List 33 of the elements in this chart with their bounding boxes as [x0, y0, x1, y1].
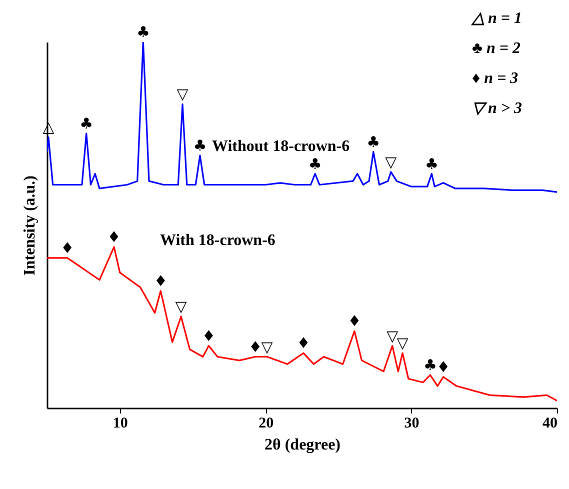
annotation: ♦ — [107, 228, 121, 246]
x-tick-label: 40 — [542, 416, 558, 432]
annotation: ♣ — [136, 23, 150, 41]
annotation: ♣ — [80, 114, 94, 132]
annotation: ♦ — [202, 326, 216, 345]
annotation: ♦ — [60, 238, 74, 257]
annotation: ♣ — [193, 136, 207, 154]
text: △ n = 1 — [470, 10, 522, 27]
annotation: ♦ — [436, 358, 450, 376]
series-label: Without 18-crown-6 — [212, 138, 350, 155]
annotation: ♣ — [424, 154, 438, 173]
text: With 18-crown-6 — [160, 232, 276, 249]
x-tick-label: 30 — [404, 416, 420, 432]
annotation: ♣ — [308, 154, 322, 173]
annotation: ▽ — [176, 85, 189, 104]
annotation: ♦ n = 3 — [472, 70, 518, 87]
annotation: ♣ n = 2 — [472, 40, 521, 57]
annotation: ♦ — [296, 334, 310, 352]
annotation: ♦ — [348, 312, 362, 330]
annotation: ▽ — [175, 298, 188, 316]
x-axis-title: 2θ (degree) — [264, 436, 341, 454]
annotation: ▽ — [386, 326, 399, 345]
x-tick-label: 20 — [258, 416, 274, 432]
y-axis-title: Intensity (a.u.) — [22, 175, 38, 276]
annotation: ▽ n > 3 — [472, 100, 522, 117]
annotation: ▽ — [396, 334, 409, 352]
annotation: ▽ — [261, 338, 274, 356]
x-tick-label: 10 — [112, 416, 128, 432]
annotation: ♦ — [154, 272, 168, 290]
annotation: ♣ — [424, 356, 437, 374]
annotation: ▽ — [385, 152, 398, 171]
annotation: ♣ — [366, 132, 380, 151]
annotation: ♦ — [248, 338, 262, 356]
